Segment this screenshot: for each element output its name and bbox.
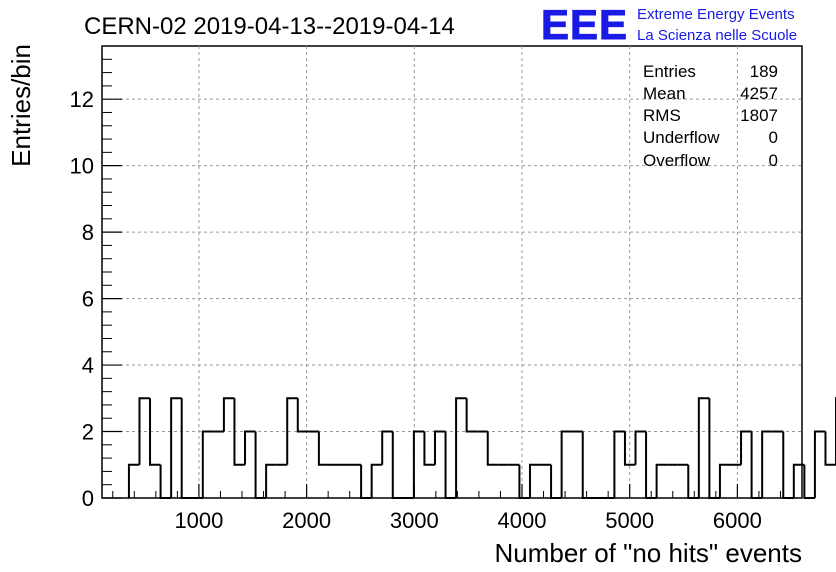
y-tick-label: 8 [82,220,94,245]
histogram-bin [423,431,435,466]
histogram-bin [170,397,182,498]
histogram-bin [740,430,752,465]
histogram-bin [138,397,151,465]
y-tick-label: 4 [82,353,94,378]
x-axis-label: Number of "no hits" events [495,538,803,568]
x-tick-label: 1000 [174,508,223,533]
histogram-bin [613,430,625,498]
histogram-bin [233,398,246,466]
stats-box: Entries 189 Mean 4257 RMS 1807 Underflow… [643,62,778,170]
stats-mean-label: Mean [643,84,686,103]
histogram-bin [792,463,805,498]
stats-rms-label: RMS [643,106,681,125]
histogram-bin [687,464,699,499]
histogram-bin [761,430,773,498]
eee-logo: EEE Extreme Energy Events La Scienza nel… [541,1,798,49]
histogram-bin [750,431,763,499]
histogram-bin [465,398,478,433]
histogram-bin [803,464,815,499]
x-tick-label: 4000 [498,508,547,533]
histogram-bin [180,398,193,499]
histogram-bin [222,397,235,432]
histogram-bin [697,397,710,498]
histogram-bin [360,464,372,499]
histogram-bin [412,430,425,498]
stats-overflow-value: 0 [769,151,778,170]
x-tick-label: 2000 [282,508,331,533]
histogram-bin [708,398,720,499]
histogram-bin [623,431,636,466]
histogram-bin [381,430,393,465]
histogram-bin [486,431,499,466]
histogram-bin [824,431,836,466]
stats-overflow-label: Overflow [643,151,711,170]
axis-ticks: 1000 2000 3000 4000 5000 6000 0 2 4 6 8 10 12 [70,58,803,533]
y-tick-label: 10 [70,154,94,179]
histogram-bin [518,464,530,499]
y-axis-label: Entries/bin [6,44,36,167]
y-tick-label: 12 [70,87,94,112]
eee-logo-mark: EEE [541,1,628,48]
y-tick-label: 0 [82,486,94,511]
stats-rms-value: 1807 [740,106,778,125]
histogram-bin [645,431,657,499]
histogram-bin [634,430,647,465]
histogram-bin [370,463,383,498]
y-tick-label: 2 [82,420,94,445]
histogram-bin [265,463,277,498]
histogram-bin [550,464,562,499]
x-tick-label: 5000 [605,508,654,533]
histogram-bin [433,430,446,465]
stats-entries-value: 189 [750,62,778,81]
histogram-bin [296,398,309,433]
logo-line-1: Extreme Energy Events [637,6,795,23]
histogram-series [127,397,836,499]
y-tick-label: 6 [82,287,94,312]
histogram-bin [813,430,826,498]
chart-title: CERN-02 2019-04-13--2019-04-14 [84,13,455,40]
x-tick-label: 3000 [390,508,439,533]
stats-underflow-label: Underflow [643,128,720,147]
histogram-bin [127,463,140,498]
histogram-bin [149,398,161,466]
histogram-bin [317,431,330,466]
histogram-bin [444,431,457,499]
histogram-bin [581,431,594,499]
histogram-bin [782,431,794,499]
logo-line-2: La Scienza nelle Scuole [637,27,797,44]
histogram-bin [286,397,298,465]
histogram-bin [201,430,214,498]
histogram-bin [718,463,731,498]
histogram-bin [560,430,573,498]
histogram-bin [244,430,256,465]
stats-underflow-value: 0 [769,128,778,147]
stats-entries-label: Entries [643,62,696,81]
histogram-bin [159,464,172,499]
grid-lines [102,46,802,498]
histogram-bin [455,397,467,498]
histogram-bin [655,463,668,498]
stats-mean-value: 4257 [740,84,778,103]
histogram-bin [391,431,404,499]
x-tick-label: 6000 [713,508,762,533]
histogram-bin [254,431,267,499]
histogram-bin [528,463,541,498]
